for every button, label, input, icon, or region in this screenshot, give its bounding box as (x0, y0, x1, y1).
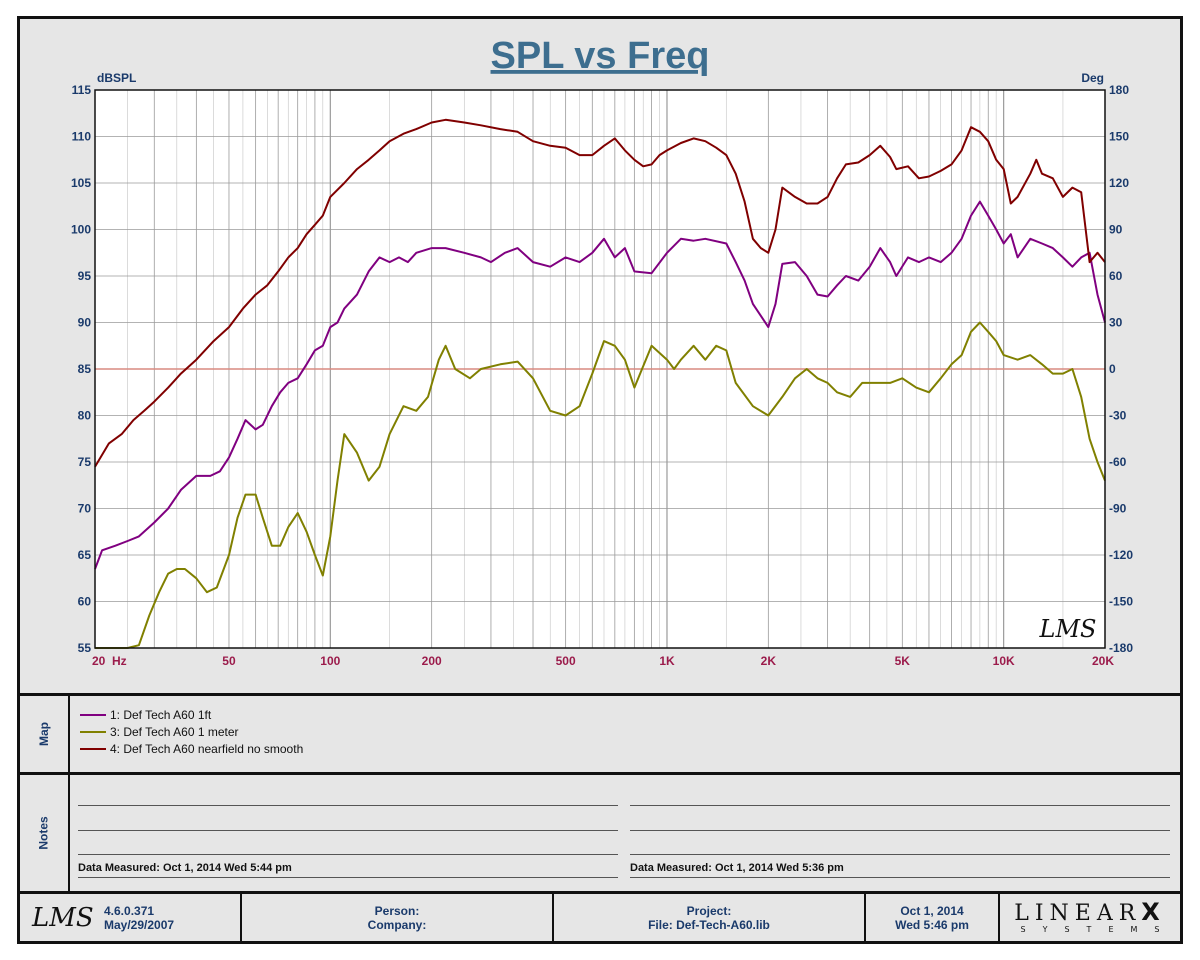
note-line (630, 877, 1170, 878)
note-line (78, 830, 618, 831)
legend-swatch (80, 730, 106, 733)
footer-time: Wed 5:46 pm (895, 917, 969, 932)
y-tick-label: 110 (72, 130, 92, 144)
y-tick-label: 100 (71, 223, 91, 237)
chart-title: SPL vs Freq (491, 35, 710, 77)
y2-tick-label: 150 (1109, 130, 1129, 144)
map-panel: Map 1: Def Tech A60 1ft 3: Def Tech A60 1… (17, 693, 1183, 775)
x-tick-label: 50 (222, 654, 236, 668)
x-tick-label: 200 (422, 654, 442, 668)
y2-tick-label: -180 (1109, 641, 1133, 655)
legend-swatch (80, 713, 106, 716)
y-tick-label: 80 (78, 409, 92, 423)
series-line-3 (94, 118, 1106, 468)
notes-right-column: Data Measured: Oct 1, 2014 Wed 5:36 pm (630, 775, 1170, 885)
y2-axis-label: Deg (1081, 71, 1104, 85)
y2-tick-label: 0 (1109, 362, 1116, 376)
brand-x: X (1141, 897, 1166, 926)
axes: 115 110 105 100 95 90 85 80 75 70 65 60 55 180 150 120 9… (71, 83, 1133, 668)
left-data-measured: Data Measured: Oct 1, 2014 Wed 5:44 pm (78, 862, 292, 874)
legend-label: 1: Def Tech A60 1ft (110, 707, 212, 722)
y-tick-label: 55 (78, 641, 92, 655)
x-tick-label: 20 Hz (92, 654, 127, 668)
legend-item: 4: Def Tech A60 nearfield no smooth (80, 740, 303, 757)
note-line (78, 877, 618, 878)
x-tick-label: 2K (761, 654, 777, 668)
file-label: File: Def-Tech-A60.lib (648, 917, 770, 932)
legend: 1: Def Tech A60 1ft 3: Def Tech A60 1 met… (80, 706, 303, 757)
brand-text: LINEAR (1014, 900, 1142, 926)
map-label-box: Map (20, 696, 70, 772)
series-group (94, 118, 1106, 649)
footer-version-cell: LMS 4.6.0.371 May/29/2007 (20, 894, 242, 941)
notes-left-column: Data Measured: Oct 1, 2014 Wed 5:44 pm (78, 775, 618, 885)
footer-person-cell: Person: Company: (242, 894, 554, 941)
plot-border (94, 89, 1106, 649)
version-date: May/29/2007 (104, 917, 175, 932)
y2-tick-label: -60 (1109, 455, 1127, 469)
y-tick-label: 115 (72, 83, 92, 97)
note-line (78, 854, 618, 855)
x-tick-label: 500 (556, 654, 576, 668)
y-tick-label: 90 (78, 316, 92, 330)
y2-tick-label: 90 (1109, 223, 1123, 237)
x-tick-label: 10K (993, 654, 1015, 668)
project-label: Project: (686, 903, 732, 918)
notes-label-box: Notes (20, 775, 70, 891)
x-tick-label: 100 (320, 654, 340, 668)
right-data-measured: Data Measured: Oct 1, 2014 Wed 5:36 pm (630, 862, 844, 874)
footer-date-cell: Oct 1, 2014 Wed 5:46 pm (866, 894, 1000, 941)
brand-name: LINEARX (1014, 897, 1166, 926)
y-tick-label: 75 (78, 455, 92, 469)
y-axis-label: dBSPL (97, 71, 136, 85)
x-tick-label: 20K (1092, 654, 1114, 668)
legend-item: 3: Def Tech A60 1 meter (80, 723, 303, 740)
y-tick-label: 70 (78, 502, 92, 516)
y2-tick-label: 180 (1109, 83, 1129, 97)
series-line-2 (95, 321, 1106, 649)
x-tick-label: 1K (659, 654, 675, 668)
x-tick-label: 5K (895, 654, 911, 668)
company-label: Company: (367, 917, 427, 932)
notes-label: Notes (37, 816, 51, 850)
y-tick-label: 60 (78, 595, 92, 609)
y2-tick-label: -30 (1109, 409, 1127, 423)
y2-tick-label: -120 (1109, 548, 1133, 562)
y-tick-label: 65 (78, 548, 92, 562)
y2-tick-label: 30 (1109, 316, 1123, 330)
note-line (78, 805, 618, 806)
legend-swatch (80, 747, 106, 750)
version-number: 4.6.0.371 (104, 903, 155, 918)
notes-panel: Notes Data Measured: Oct 1, 2014 Wed 5:4… (17, 772, 1183, 894)
series-line-1 (94, 200, 1106, 570)
note-line (630, 805, 1170, 806)
y2-tick-label: -150 (1109, 595, 1133, 609)
note-line (630, 854, 1170, 855)
brand-sub: SYSTEMS (1020, 924, 1177, 934)
y-tick-label: 95 (78, 269, 92, 283)
spl-chart: 115 110 105 100 95 90 85 80 75 70 65 60 55 180 150 120 9… (71, 35, 1133, 668)
footer: LMS 4.6.0.371 May/29/2007 Person: Compan… (17, 891, 1183, 944)
version-block: 4.6.0.371 May/29/2007 (104, 904, 174, 932)
y2-tick-label: 120 (1109, 176, 1129, 190)
lms-logo: LMS (32, 902, 94, 933)
legend-item: 1: Def Tech A60 1ft (80, 706, 303, 723)
y-tick-label: 105 (71, 176, 91, 190)
footer-date: Oct 1, 2014 (900, 903, 964, 918)
y2-tick-label: 60 (1109, 269, 1123, 283)
footer-project-cell: Project: File: Def-Tech-A60.lib (554, 894, 866, 941)
legend-label: 4: Def Tech A60 nearfield no smooth (110, 741, 304, 756)
y2-tick-label: -90 (1109, 502, 1127, 516)
map-label: Map (37, 722, 51, 746)
y-tick-label: 85 (78, 362, 92, 376)
legend-label: 3: Def Tech A60 1 meter (110, 724, 239, 739)
note-line (630, 830, 1170, 831)
person-label: Person: (374, 903, 420, 918)
linearx-logo: LINEARX SYSTEMS (1000, 894, 1180, 941)
lms-watermark: LMS (1039, 615, 1097, 643)
